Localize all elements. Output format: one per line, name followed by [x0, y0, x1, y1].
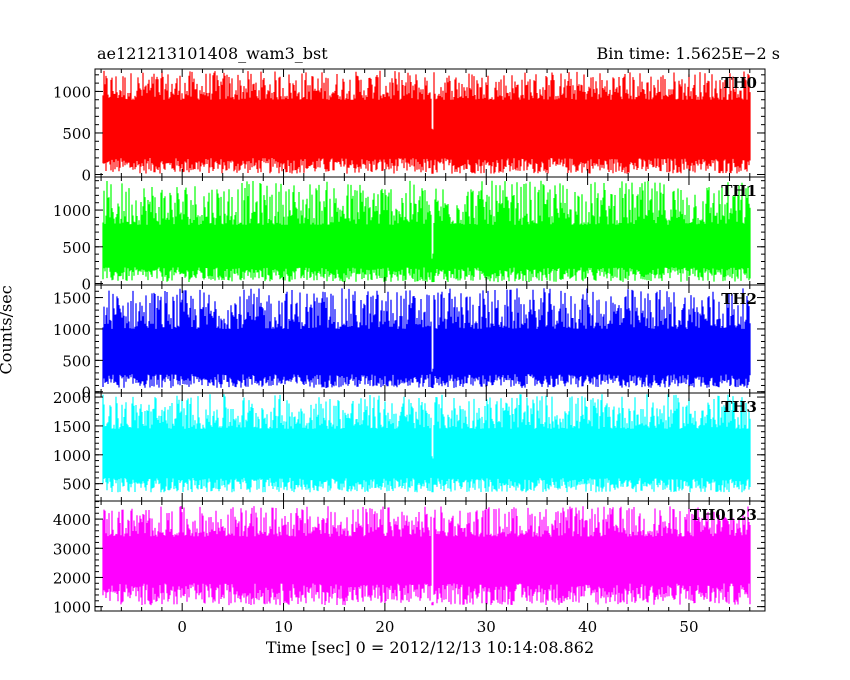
- y-tick-label: 3000: [53, 540, 91, 558]
- y-tick-label: 0: [81, 384, 91, 402]
- panel-label: TH0: [721, 74, 757, 92]
- series-th3: [102, 394, 751, 493]
- x-tick-label: 10: [274, 618, 293, 636]
- y-tick-label: 1000: [53, 599, 91, 617]
- y-tick-label: 1500: [53, 290, 91, 308]
- x-tick-label: 0: [177, 618, 187, 636]
- panel-frame-th0123: [94, 500, 766, 612]
- y-tick-label: 0: [81, 276, 91, 294]
- y-axis-label: Counts/sec: [0, 285, 16, 375]
- y-tick-label: 4000: [53, 511, 91, 529]
- x-tick-label: 40: [578, 618, 597, 636]
- y-tick-label: 500: [62, 476, 91, 494]
- x-tick-label: 20: [375, 618, 394, 636]
- y-tick-label: 500: [62, 125, 91, 143]
- series-th1: [102, 180, 751, 283]
- y-tick-label: 1500: [53, 418, 91, 436]
- y-tick-label: 0: [81, 167, 91, 185]
- panel-label: TH0123: [690, 506, 757, 524]
- x-axis-label: Time [sec] 0 = 2012/12/13 10:14:08.862: [265, 638, 595, 657]
- y-tick-label: 1000: [53, 447, 91, 465]
- panel-label: TH1: [721, 182, 757, 200]
- y-tick-label: 1000: [53, 321, 91, 339]
- y-tick-label: 500: [62, 239, 91, 257]
- series-th0: [102, 70, 751, 174]
- y-tick-label: 1000: [53, 83, 91, 101]
- y-tick-label: 2000: [53, 569, 91, 587]
- series-th0123: [102, 506, 751, 606]
- plot-title: ae121213101408_wam3_bst: [97, 44, 328, 63]
- series-th2: [102, 288, 751, 388]
- bin-time-label: Bin time: 1.5625E−2 s: [596, 44, 780, 63]
- x-tick-label: 50: [679, 618, 698, 636]
- panel-label: TH3: [721, 398, 757, 416]
- y-tick-label: 500: [62, 352, 91, 370]
- panel-label: TH2: [721, 290, 757, 308]
- y-tick-label: 1000: [53, 202, 91, 220]
- y-tick-label: 2000: [53, 389, 91, 407]
- x-tick-label: 30: [477, 618, 496, 636]
